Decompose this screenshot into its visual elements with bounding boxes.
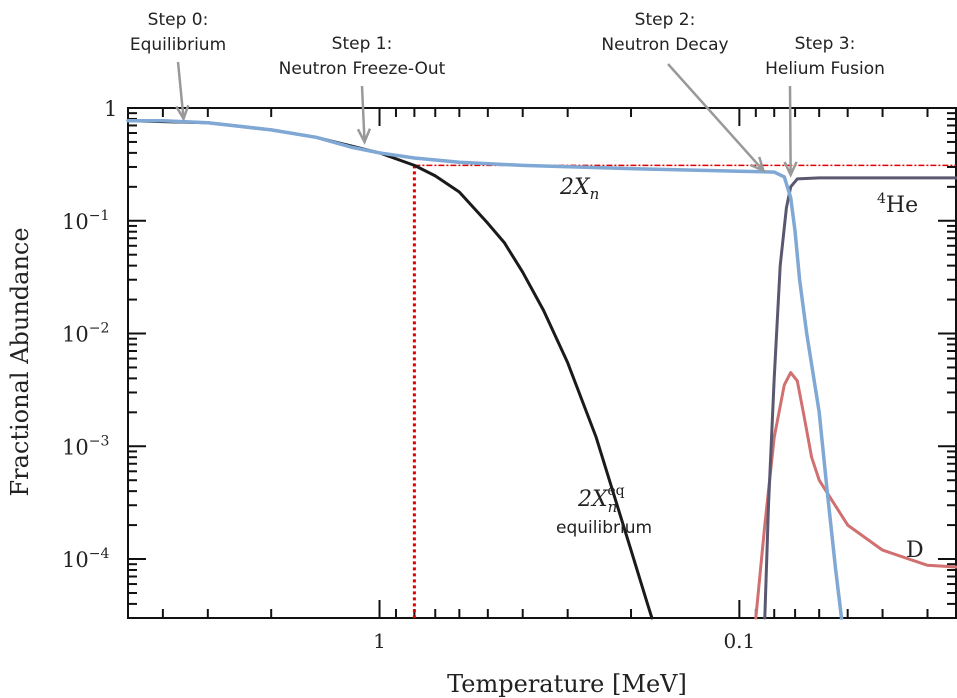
series-line-D — [754, 371, 957, 620]
annotation-arrow-shaft — [788, 85, 792, 175]
series-layer — [126, 119, 957, 620]
annotation-arrow-shaft — [360, 85, 366, 143]
curve-label-xn-base: 2X — [559, 175, 591, 200]
curve-label-xn-eq-base: 2X — [577, 487, 609, 512]
annotation-step-3-title: Step 3: — [795, 34, 856, 54]
x-tick-label: 0.1 — [723, 629, 755, 653]
x-axis-label: Temperature [MeV] — [447, 670, 687, 698]
y-tick-label-base: 1 — [104, 97, 117, 121]
annotation-arrow-head — [175, 104, 190, 122]
svg-text:4He: 4He — [877, 191, 918, 218]
annotation-step-1-title: Step 1: — [332, 34, 393, 54]
annotation-arrow-shaft — [176, 61, 185, 119]
curve-label-he-base: He — [886, 193, 918, 218]
curve-label-xn-eq-note: equilibrium — [556, 518, 652, 538]
curve-label-xn: 2Xn — [559, 175, 599, 203]
plot-frame — [127, 107, 957, 619]
y-tick-label: 10−4 — [62, 546, 109, 572]
annotation-arrow-head — [783, 161, 798, 178]
series-line-4He — [763, 176, 957, 620]
annotation-step-2-title: Step 2: — [635, 10, 696, 30]
curve-label-xn-sub: n — [590, 185, 600, 203]
y-axis-label: Fractional Abundance — [6, 227, 34, 496]
annotation-layer: Step 0: Equilibrium Step 1: Neutron Freeze-… — [130, 10, 885, 178]
y-tick-label: 1 — [104, 97, 117, 121]
curve-label-he-sup: 4 — [877, 191, 886, 207]
series-line-2X-n — [126, 119, 844, 620]
annotation-arrow-shaft — [667, 63, 765, 172]
y-tick-label: 10−2 — [62, 321, 109, 347]
annotation-step-2-text: Neutron Decay — [601, 35, 728, 55]
annotation-arrow-head — [749, 156, 766, 173]
minor-ticks — [127, 108, 956, 619]
y-tick-label: 10−1 — [62, 208, 109, 234]
annotation-step-1-text: Neutron Freeze-Out — [279, 59, 446, 79]
curve-label-xn-eq: 2Xneq equilibrium — [556, 483, 652, 538]
y-tick-label-exp: −3 — [89, 433, 110, 449]
annotation-step-0-title: Step 0: — [148, 10, 209, 30]
y-tick-label-exp: −1 — [89, 208, 110, 224]
annotation-step-0-text: Equilibrium — [130, 35, 226, 55]
curve-label-d: D — [906, 538, 924, 563]
curve-label-xn-eq-sub: n — [608, 498, 618, 516]
y-tick-label-base: 10 — [62, 548, 89, 572]
y-tick-label-base: 10 — [62, 323, 89, 347]
annotation-arrow-head — [356, 128, 372, 145]
svg-text:2Xn: 2Xn — [559, 175, 599, 203]
tick-layer: 110−110−210−310−41 0.1 — [62, 97, 956, 653]
annotation-step-3-text: Helium Fusion — [765, 59, 885, 79]
curve-label-he: 4He — [877, 191, 918, 218]
x-tick-label: 1 — [373, 629, 386, 653]
y-tick-label-exp: −4 — [89, 546, 110, 562]
curve-label-xn-eq-sup: eq — [607, 483, 624, 499]
y-tick-label-base: 10 — [62, 210, 89, 234]
svg-text:2Xneq: 2Xneq — [577, 483, 625, 516]
y-tick-label-base: 10 — [62, 435, 89, 459]
y-tick-label-exp: −2 — [89, 321, 110, 337]
y-tick-label: 10−3 — [62, 433, 109, 459]
